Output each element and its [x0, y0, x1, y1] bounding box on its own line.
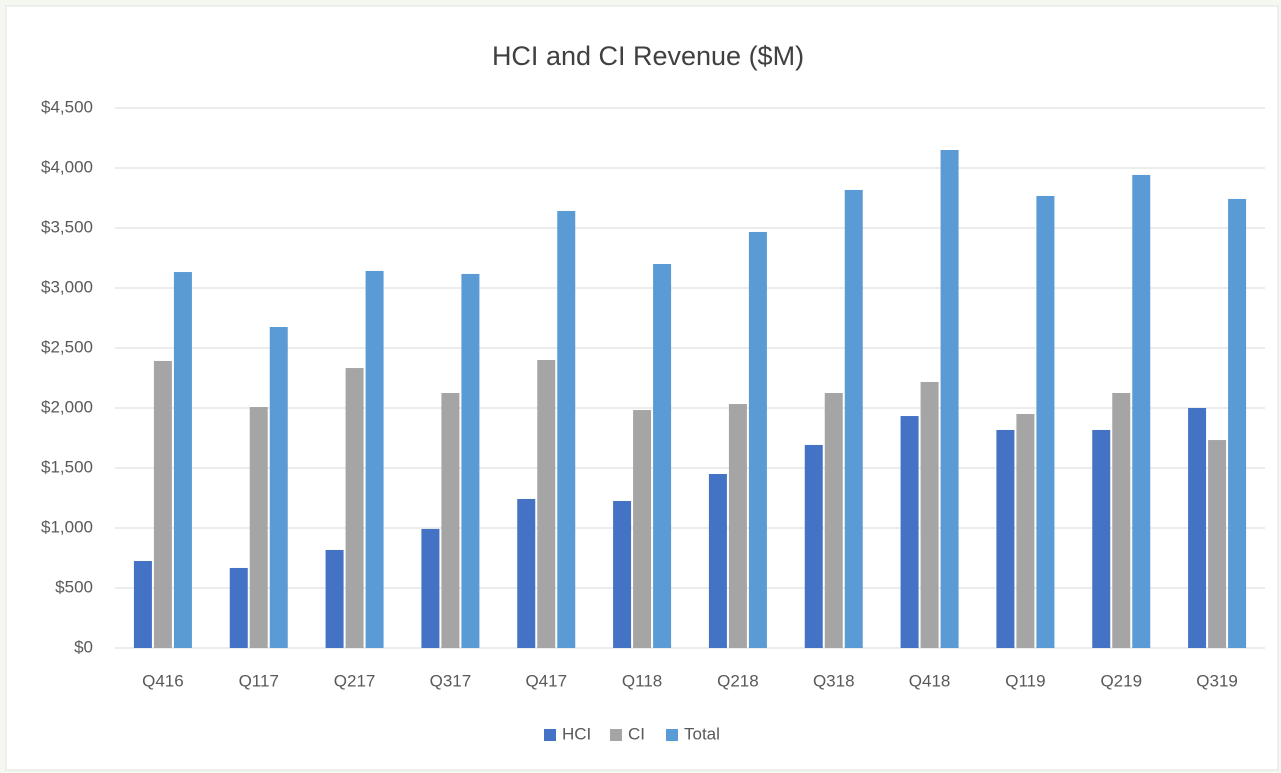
x-tick-label: Q319 [1196, 671, 1238, 690]
chart-title: HCI and CI Revenue ($M) [492, 41, 804, 71]
bar [173, 272, 192, 648]
bar [804, 444, 823, 648]
legend-label: Total [684, 724, 720, 743]
x-tick-label: Q318 [813, 671, 855, 690]
bar [1132, 174, 1151, 648]
bar [153, 360, 172, 648]
bar [229, 567, 248, 648]
x-tick-label: Q219 [1100, 671, 1142, 690]
x-tick-label: Q417 [525, 671, 567, 690]
x-tick-label: Q416 [142, 671, 184, 690]
bar [633, 410, 652, 648]
x-tick-label: Q418 [909, 671, 951, 690]
bar [1188, 408, 1207, 648]
legend-swatch [544, 729, 556, 741]
y-tick-label: $4,500 [41, 97, 93, 116]
bar [557, 210, 576, 648]
bar [249, 407, 268, 648]
bar [748, 231, 767, 648]
bar [1016, 414, 1035, 648]
bar [824, 393, 843, 648]
bar [996, 429, 1015, 648]
bar [920, 381, 939, 648]
bar [517, 498, 536, 648]
bar [940, 150, 959, 648]
legend-label: CI [628, 724, 645, 743]
y-tick-label: $2,500 [41, 337, 93, 356]
y-tick-label: $0 [74, 637, 93, 656]
bar [1112, 393, 1131, 648]
x-tick-label: Q118 [622, 671, 662, 690]
y-tick-label: $3,500 [41, 217, 93, 236]
bar [133, 561, 152, 648]
y-tick-label: $500 [55, 577, 93, 596]
bar [844, 189, 863, 648]
legend-swatch [666, 729, 678, 741]
bar [365, 270, 384, 648]
bar [461, 273, 480, 648]
bar [1208, 440, 1227, 648]
bar [1092, 429, 1111, 648]
y-tick-label: $2,000 [41, 397, 93, 416]
bar [708, 474, 727, 648]
bar [345, 368, 364, 648]
y-tick-label: $1,000 [41, 517, 93, 536]
bar [728, 404, 747, 648]
bar [613, 501, 632, 648]
bar [269, 327, 288, 648]
chart-area [5, 5, 1279, 771]
bar [900, 416, 919, 648]
x-tick-label: Q217 [334, 671, 376, 690]
x-tick-label: Q317 [430, 671, 472, 690]
y-tick-label: $3,000 [41, 277, 93, 296]
legend-label: HCI [562, 724, 591, 743]
bar [537, 360, 556, 648]
x-tick-label: Q218 [717, 671, 759, 690]
bar [325, 549, 344, 648]
bar [1228, 198, 1247, 648]
x-tick-label: Q117 [239, 671, 279, 690]
bar [1036, 195, 1055, 648]
y-tick-label: $1,500 [41, 457, 93, 476]
x-tick-label: Q119 [1005, 671, 1045, 690]
bar [421, 528, 440, 648]
legend-swatch [610, 729, 622, 741]
y-tick-label: $4,000 [41, 157, 93, 176]
bar [441, 393, 460, 648]
bar [653, 264, 672, 648]
